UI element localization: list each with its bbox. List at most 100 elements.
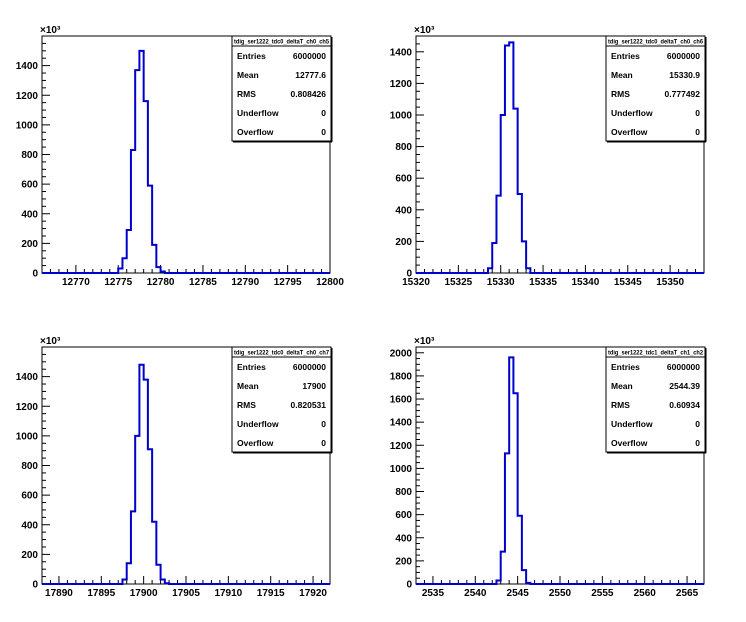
x-tick-label: 15350 — [656, 277, 684, 288]
stats-row-label: Entries — [237, 362, 266, 372]
stats-row-value: 0.820531 — [291, 400, 327, 410]
x-tick-label: 15325 — [444, 277, 472, 288]
y-tick-label: 400 — [395, 533, 412, 544]
y-tick-label: 800 — [21, 150, 38, 161]
x-tick-label: 17905 — [172, 588, 200, 599]
stats-row-label: Underflow — [611, 108, 653, 118]
y-tick-label: 0 — [406, 580, 412, 591]
stats-title: tdig_ser1222_tdc0_deltaT_ch0_ch5 — [234, 40, 330, 46]
stats-row-label: Mean — [237, 70, 259, 80]
stats-row-value: 0.60934 — [669, 400, 700, 410]
x-tick-label: 2550 — [549, 588, 572, 599]
stats-row-label: Mean — [237, 381, 259, 391]
y-multiplier-label: ×10³ — [414, 25, 435, 36]
y-tick-label: 400 — [21, 209, 38, 220]
stats-row-label: Underflow — [237, 108, 279, 118]
y-tick-label: 400 — [395, 205, 412, 216]
y-tick-label: 800 — [395, 142, 412, 153]
y-tick-label: 400 — [21, 520, 38, 531]
stats-box: tdig_ser1222_tdc0_deltaT_ch0_ch5 Entries 6… — [231, 35, 333, 143]
stats-row-value: 6000000 — [293, 362, 326, 372]
y-tick-label: 1200 — [390, 79, 413, 90]
y-tick-label: 600 — [395, 174, 412, 185]
y-tick-label: 1200 — [390, 441, 413, 452]
y-multiplier-label: ×10³ — [40, 336, 61, 347]
stats-row-value: 15330.9 — [669, 70, 700, 80]
stats-row-label: RMS — [237, 89, 256, 99]
stats-row-value: 0 — [695, 438, 700, 448]
x-tick-label: 15330 — [487, 277, 515, 288]
stats-row-label: Entries — [611, 51, 640, 61]
stats-box: tdig_ser1222_tdc1_deltaT_ch1_ch2 Entries 6… — [605, 346, 707, 454]
stats-row-label: Mean — [611, 381, 633, 391]
y-tick-label: 1400 — [16, 372, 39, 383]
stats-row-label: Overflow — [237, 127, 274, 137]
histogram-outline — [42, 363, 330, 585]
y-tick-label: 200 — [21, 550, 38, 561]
y-tick-label: 1000 — [390, 464, 413, 475]
stats-row-label: Overflow — [237, 438, 274, 448]
x-tick-label: 15335 — [529, 277, 557, 288]
x-tick-label: 12780 — [147, 277, 175, 288]
y-tick-label: 0 — [406, 269, 412, 280]
stats-row-value: 0.777492 — [665, 89, 701, 99]
stats-box-frame — [605, 346, 706, 453]
y-tick-label: 1200 — [16, 402, 39, 413]
stats-box: tdig_ser1222_tdc0_deltaT_ch0_ch6 Entries 6… — [605, 35, 707, 143]
y-tick-label: 1400 — [16, 61, 39, 72]
x-tick-label: 12800 — [316, 277, 344, 288]
stats-row-value: 2544.39 — [669, 381, 700, 391]
histogram-outline — [42, 49, 330, 274]
y-tick-label: 200 — [395, 237, 412, 248]
x-tick-label: 12790 — [231, 277, 259, 288]
y-tick-label: 1800 — [390, 371, 413, 382]
stats-row-label: Entries — [237, 51, 266, 61]
stats-row-value: 0 — [695, 419, 700, 429]
stats-row-label: Underflow — [611, 419, 653, 429]
x-tick-label: 2535 — [422, 588, 445, 599]
y-tick-label: 200 — [395, 556, 412, 567]
stats-row-value: 0 — [321, 108, 326, 118]
y-multiplier-label: ×10³ — [40, 25, 61, 36]
x-tick-label: 12785 — [189, 277, 217, 288]
stats-row-label: RMS — [611, 400, 630, 410]
x-tick-label: 12795 — [274, 277, 302, 288]
y-tick-label: 600 — [395, 510, 412, 521]
y-tick-label: 600 — [21, 491, 38, 502]
stats-row-value: 0 — [695, 108, 700, 118]
y-tick-label: 1600 — [390, 395, 413, 406]
stats-box-frame — [605, 35, 706, 142]
stats-row-value: 17900 — [302, 381, 326, 391]
stats-row-value: 0 — [321, 419, 326, 429]
y-tick-label: 800 — [21, 461, 38, 472]
x-tick-label: 17910 — [214, 588, 242, 599]
histogram-panel-2: 0 200 400 600 800 1000 1200 1400 15320 15325 15330… — [390, 25, 707, 288]
stats-row-value: 0 — [321, 127, 326, 137]
x-tick-label: 2560 — [634, 588, 657, 599]
histogram-panel-3: 0 200 400 600 800 1000 1200 1400 17890 17895 17900… — [16, 336, 333, 599]
histogram-outline — [416, 41, 704, 274]
stats-row-label: Entries — [611, 362, 640, 372]
stats-box-frame — [231, 35, 332, 142]
x-tick-label: 17915 — [257, 588, 285, 599]
histogram-panel-1: 0 200 400 600 800 1000 1200 1400 12770 12775 12780… — [16, 25, 345, 288]
stats-row-label: RMS — [611, 89, 630, 99]
x-tick-label: 17895 — [87, 588, 115, 599]
y-tick-label: 1000 — [390, 111, 413, 122]
x-tick-label: 17900 — [130, 588, 158, 599]
stats-row-value: 0 — [321, 438, 326, 448]
y-tick-label: 800 — [395, 487, 412, 498]
x-tick-label: 15320 — [402, 277, 430, 288]
x-tick-label: 17920 — [299, 588, 327, 599]
y-tick-label: 200 — [21, 239, 38, 250]
stats-row-value: 12777.6 — [295, 70, 326, 80]
histogram-outline — [416, 356, 704, 585]
y-tick-label: 1000 — [16, 431, 39, 442]
x-tick-label: 12770 — [62, 277, 90, 288]
x-tick-label: 17890 — [45, 588, 73, 599]
histogram-panel-4: 0 200 400 600 800 1000 1200 1400 1600 1800 2000 253… — [390, 336, 707, 599]
stats-row-label: Underflow — [237, 419, 279, 429]
y-tick-label: 1400 — [390, 47, 413, 58]
x-tick-label: 2545 — [507, 588, 530, 599]
stats-row-value: 6000000 — [667, 51, 700, 61]
